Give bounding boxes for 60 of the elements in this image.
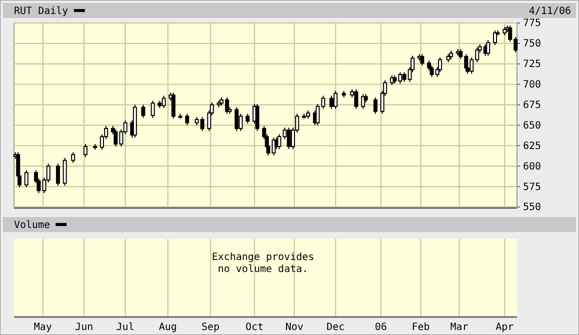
- candlestick: [354, 88, 358, 110]
- candlestick: [486, 40, 490, 56]
- candlestick: [71, 152, 76, 164]
- candlestick: [446, 54, 450, 63]
- candlestick: [162, 95, 166, 109]
- candlestick: [438, 56, 442, 73]
- y-tick-label: 575: [523, 182, 542, 193]
- text: Nov: [285, 322, 304, 333]
- y-tick-label: 700: [523, 80, 542, 91]
- candlestick: [286, 127, 291, 150]
- y-tick-label: 725: [523, 59, 542, 70]
- candlestick: [246, 113, 250, 124]
- y-tick-label: 600: [523, 161, 542, 172]
- candlestick: [234, 106, 239, 132]
- chart-title: RUT Daily: [14, 6, 68, 17]
- candlestick: [334, 90, 338, 110]
- candlestick: [56, 163, 60, 186]
- text: Feb: [412, 322, 430, 333]
- candlestick: [150, 100, 155, 118]
- candlestick: [306, 110, 310, 120]
- text: Apr: [496, 322, 514, 333]
- candlestick: [361, 94, 366, 110]
- text: 06: [374, 322, 387, 333]
- candlestick: [132, 104, 137, 138]
- text: Mar: [450, 322, 468, 333]
- candlestick: [62, 157, 67, 186]
- y-tick-label: 550: [523, 202, 542, 214]
- candlestick: [302, 113, 306, 120]
- candlestick: [255, 103, 260, 132]
- text: Exchange provides no volume data.: [212, 252, 314, 275]
- candlestick: [93, 144, 98, 150]
- candlestick: [158, 100, 162, 109]
- candlestick: [493, 30, 498, 46]
- text: 4/11/06: [528, 6, 571, 17]
- text: Dec: [326, 322, 345, 333]
- y-tick-label: 750: [523, 38, 542, 50]
- text: Sep: [201, 322, 220, 333]
- candlestick: [373, 96, 378, 114]
- candlestick: [456, 48, 460, 56]
- candlestick: [141, 104, 146, 118]
- y-tick-label: 775: [523, 18, 542, 30]
- candlestick: [329, 95, 334, 110]
- text: Oct: [245, 322, 264, 333]
- candlestick: [420, 54, 424, 66]
- candlestick: [83, 144, 88, 158]
- candlestick: [178, 113, 182, 120]
- text: Volume: [14, 220, 50, 231]
- text: May: [34, 322, 52, 333]
- y-tick-label: 625: [523, 140, 542, 152]
- candlestick: [342, 90, 346, 98]
- candlestick: [171, 92, 176, 120]
- text: Jul: [116, 322, 134, 333]
- candlestick: [216, 100, 221, 108]
- candlestick: [24, 170, 28, 188]
- y-tick-label: 650: [523, 120, 542, 132]
- candlestick: [449, 50, 454, 60]
- text: Aug: [158, 322, 177, 333]
- candlestick: [185, 113, 190, 126]
- text: Jun: [75, 322, 94, 333]
- y-tick-label: 675: [523, 100, 542, 111]
